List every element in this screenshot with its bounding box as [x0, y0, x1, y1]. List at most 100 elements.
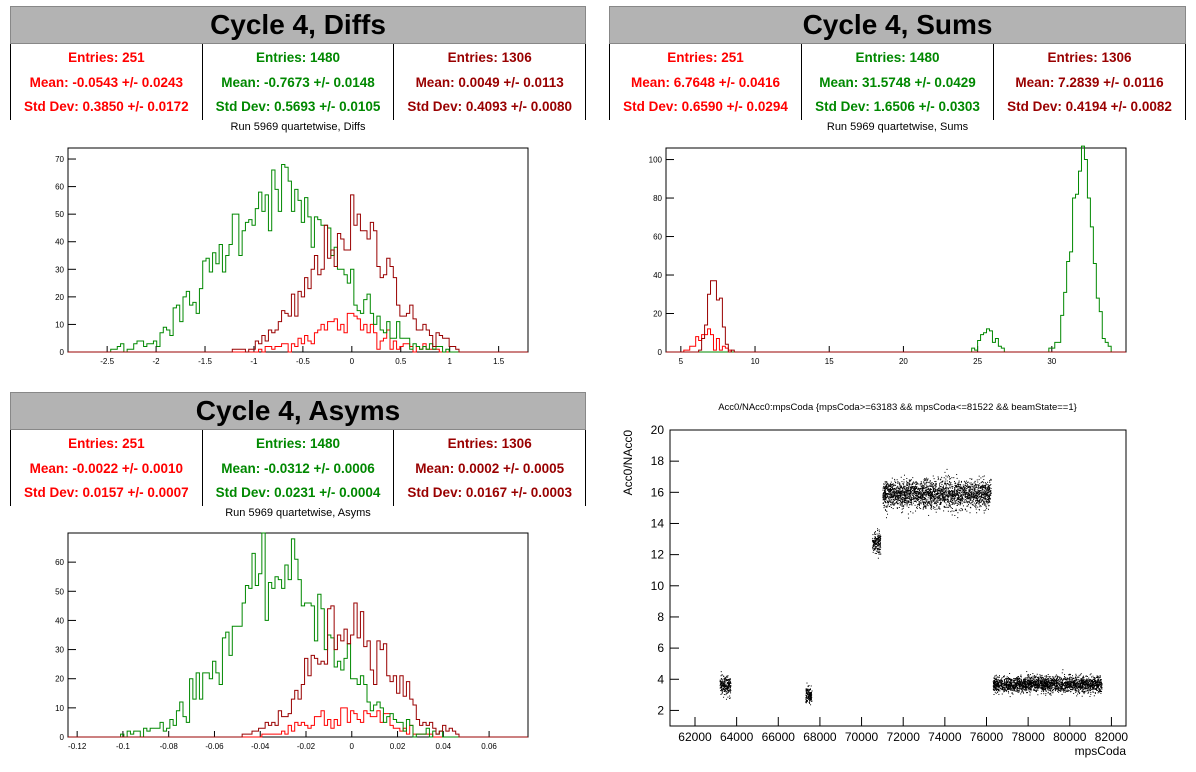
mean-label: Mean: 7.2839 +/- 0.0116 — [1015, 74, 1164, 90]
y-tick-label: 60 — [55, 183, 64, 192]
x-tick-label: -0.04 — [251, 742, 270, 751]
y-tick-label: 40 — [55, 616, 64, 625]
y-tick-label: 0 — [60, 348, 65, 357]
y-tick-label: 100 — [649, 156, 663, 165]
x-tick-label: -1.5 — [198, 357, 212, 366]
mean-label: Mean: -0.0312 +/- 0.0006 — [221, 460, 375, 476]
sums-stats-box: Entries: 251 Mean: 6.7648 +/- 0.0416 Std… — [609, 44, 1186, 120]
histogram-series-2 — [666, 280, 1126, 353]
x-tick-label: -0.12 — [68, 742, 87, 751]
x-tick-label: 15 — [825, 357, 834, 366]
x-tick-label: -0.5 — [296, 357, 310, 366]
x-tick-label: 1.5 — [493, 357, 505, 366]
diffs-stat-green: Entries: 1480 Mean: -0.7673 +/- 0.0148 S… — [203, 44, 395, 120]
y-tick-label: 20 — [55, 293, 64, 302]
sums-stat-green: Entries: 1480 Mean: 31.5748 +/- 0.0429 S… — [802, 44, 994, 120]
x-tick-label: -2.5 — [100, 357, 114, 366]
x-tick-label: 68000 — [803, 730, 837, 744]
histogram-series-2 — [68, 602, 528, 738]
scatter-points — [719, 468, 1103, 706]
x-tick-label: 72000 — [887, 730, 921, 744]
entries-label: Entries: 1306 — [447, 436, 532, 451]
y-tick-label: 0 — [658, 348, 663, 357]
y-tick-label: 30 — [55, 265, 64, 274]
y-tick-label: 20 — [653, 310, 662, 319]
diffs-histogram: 0 10 20 30 40 50 60 70 -2.5 -2 -1.5 -1 -0.5 0 0.5 1 1.5 — [55, 147, 529, 366]
diffs-stat-darkred: Entries: 1306 Mean: 0.0049 +/- 0.0113 St… — [394, 44, 585, 120]
x-tick-label: -0.08 — [160, 742, 179, 751]
acc0-scatter-plot: 2 4 6 8 10 12 14 16 18 20 62000 64000 66000 68000 7000… — [621, 423, 1128, 758]
asyms-stat-darkred: Entries: 1306 Mean: 0.0002 +/- 0.0005 St… — [394, 430, 585, 506]
y-tick-label: 8 — [657, 610, 664, 624]
x-tick-label: -2 — [153, 357, 161, 366]
y-tick-label: 50 — [55, 210, 64, 219]
asyms-stat-green: Entries: 1480 Mean: -0.0312 +/- 0.0006 S… — [203, 430, 395, 506]
y-tick-label: 18 — [651, 454, 665, 468]
x-tick-label: 74000 — [928, 730, 962, 744]
entries-label: Entries: 1306 — [1047, 50, 1132, 65]
x-tick-label: -1 — [250, 357, 258, 366]
y-tick-label: 10 — [55, 320, 64, 329]
diffs-title: Cycle 4, Diffs — [10, 6, 586, 44]
x-tick-label: 66000 — [762, 730, 796, 744]
y-tick-label: 50 — [55, 587, 64, 596]
x-tick-label: 10 — [751, 357, 760, 366]
y-tick-label: 10 — [651, 579, 665, 593]
y-tick-label: 0 — [60, 733, 65, 742]
mean-label: Mean: -0.7673 +/- 0.0148 — [221, 74, 375, 90]
histogram-series-0 — [68, 707, 528, 738]
plot-frame — [67, 532, 529, 738]
std-label: Std Dev: 0.0231 +/- 0.0004 — [215, 485, 381, 500]
x-tick-label: 80000 — [1053, 730, 1087, 744]
mean-label: Mean: 6.7648 +/- 0.0416 — [631, 74, 780, 90]
entries-label: Entries: 1480 — [255, 50, 341, 65]
asyms-title: Cycle 4, Asyms — [10, 392, 586, 430]
plot-frame — [665, 147, 1127, 353]
sums-stat-darkred: Entries: 1306 Mean: 7.2839 +/- 0.0116 St… — [994, 44, 1185, 120]
y-tick-label: 70 — [55, 155, 64, 164]
entries-label: Entries: 1480 — [855, 50, 940, 65]
std-label: Std Dev: 0.4194 +/- 0.0082 — [1007, 99, 1172, 114]
x-tick-label: -0.06 — [205, 742, 224, 751]
histogram-series-0 — [666, 328, 1126, 353]
diffs-stats-box: Entries: 251 Mean: -0.0543 +/- 0.0243 St… — [10, 44, 586, 120]
asyms-stat-red: Entries: 251 Mean: -0.0022 +/- 0.0010 St… — [11, 430, 203, 506]
entries-label: Entries: 1306 — [447, 50, 532, 65]
sums-subtitle: Run 5969 quartetwise, Sums — [826, 121, 969, 133]
x-tick-label: 25 — [973, 357, 982, 366]
y-tick-label: 16 — [651, 485, 665, 499]
y-tick-label: 40 — [653, 271, 662, 280]
diffs-stat-red: Entries: 251 Mean: -0.0543 +/- 0.0243 St… — [11, 44, 203, 120]
sums-title: Cycle 4, Sums — [609, 6, 1186, 44]
std-label: Std Dev: 0.4093 +/- 0.0080 — [407, 99, 573, 114]
y-tick-label: 60 — [653, 233, 662, 242]
x-tick-label: 1 — [447, 357, 452, 366]
mean-label: Mean: -0.0022 +/- 0.0010 — [29, 460, 184, 476]
x-tick-label: 78000 — [1011, 730, 1045, 744]
x-tick-label: 76000 — [970, 730, 1004, 744]
mean-label: Mean: 0.0049 +/- 0.0113 — [415, 74, 564, 90]
y-tick-label: 20 — [55, 675, 64, 684]
std-label: Std Dev: 0.0167 +/- 0.0003 — [407, 485, 573, 500]
diffs-subtitle: Run 5969 quartetwise, Diffs — [230, 121, 366, 133]
histogram-series-2 — [68, 194, 528, 353]
std-label: Std Dev: 0.3850 +/- 0.0172 — [23, 99, 189, 114]
x-tick-label: 0 — [350, 357, 355, 366]
std-label: Std Dev: 0.6590 +/- 0.0294 — [623, 99, 788, 114]
entries-label: Entries: 251 — [667, 50, 744, 65]
x-tick-label: 62000 — [678, 730, 712, 744]
asyms-stats-box: Entries: 251 Mean: -0.0022 +/- 0.0010 St… — [10, 430, 586, 506]
std-label: Std Dev: 1.6506 +/- 0.0303 — [815, 99, 980, 114]
x-tick-label: 20 — [899, 357, 908, 366]
asyms-subtitle: Run 5969 quartetwise, Asyms — [225, 507, 371, 519]
std-label: Std Dev: 0.0157 +/- 0.0007 — [23, 485, 189, 500]
x-tick-label: 64000 — [720, 730, 754, 744]
y-tick-label: 30 — [55, 646, 64, 655]
x-tick-label: -0.1 — [116, 742, 130, 751]
x-tick-label: 0 — [350, 742, 355, 751]
std-label: Std Dev: 0.5693 +/- 0.0105 — [215, 99, 381, 114]
asyms-histogram: 0 10 20 30 40 50 60 -0.12 -0.1 -0.08 -0.06 -0.04 -0.… — [55, 532, 529, 751]
x-tick-label: -0.02 — [297, 742, 316, 751]
x-tick-label: 0.06 — [481, 742, 497, 751]
y-tick-label: 14 — [651, 516, 665, 530]
